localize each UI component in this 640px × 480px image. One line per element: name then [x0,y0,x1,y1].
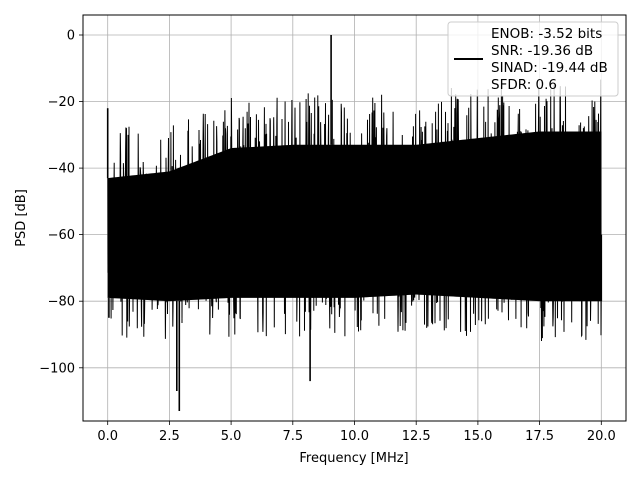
legend-entry-enob: ENOB: -3.52 bits [491,26,602,42]
x-axis-label: Frequency [MHz] [299,451,408,466]
y-tick-label: −20 [48,95,75,110]
x-tick-label: 20.0 [587,429,616,444]
x-tick-label: 0.0 [97,429,118,444]
legend-box [447,21,619,97]
y-tick-label: 0 [67,29,75,44]
y-tick-label: −100 [39,361,75,376]
legend-entry-sfdr: SFDR: 0.6 [491,77,557,93]
legend-entry-sinad: SINAD: -19.44 dB [491,60,608,76]
x-axis: 0.0 2.5 5.0 7.5 10.0 12.5 15.0 17.5 20.0 [97,421,616,444]
y-tick-label: −60 [48,228,75,243]
y-tick-label: −40 [48,162,75,177]
x-tick-label: 2.5 [159,429,180,444]
x-tick-label: 5.0 [221,429,242,444]
legend: ENOB: -3.52 bits SNR: -19.36 dB SINAD: -… [447,21,619,97]
x-tick-label: 15.0 [463,429,492,444]
y-axis: 0 −20 −40 −60 −80 −100 [39,29,83,376]
x-tick-label: 10.0 [340,429,369,444]
x-tick-label: 17.5 [525,429,554,444]
y-tick-label: −80 [48,295,75,310]
y-axis-label: PSD [dB] [14,189,29,247]
x-tick-label: 7.5 [282,429,303,444]
plot-area [106,35,603,411]
psd-trace [107,79,602,342]
legend-entry-snr: SNR: -19.36 dB [491,43,593,59]
x-tick-label: 12.5 [402,429,431,444]
